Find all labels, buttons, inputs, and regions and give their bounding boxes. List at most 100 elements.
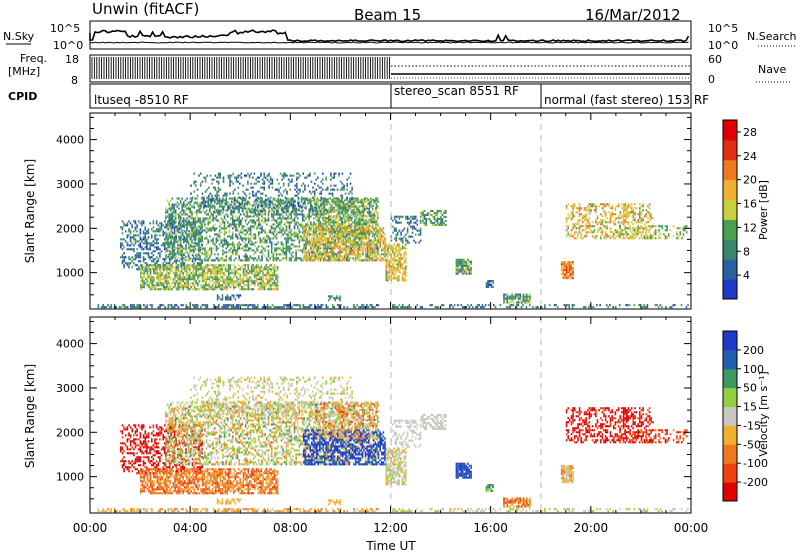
range-gate-cell bbox=[144, 232, 147, 235]
range-gate-cell bbox=[330, 230, 332, 233]
range-gate-cell bbox=[277, 253, 279, 256]
range-gate-cell bbox=[254, 280, 256, 283]
range-gate-cell bbox=[263, 288, 266, 291]
range-gate-cell bbox=[245, 280, 248, 283]
range-gate-cell bbox=[157, 306, 160, 309]
range-gate-cell bbox=[165, 249, 167, 252]
range-gate-cell bbox=[296, 178, 298, 181]
range-gate-cell bbox=[285, 197, 288, 200]
range-gate-cell bbox=[232, 206, 235, 209]
range-gate-cell bbox=[236, 205, 239, 208]
range-gate-cell bbox=[332, 249, 334, 252]
range-gate-cell bbox=[307, 184, 309, 187]
range-gate-cell bbox=[179, 253, 182, 256]
range-gate-cell bbox=[298, 231, 301, 234]
range-gate-cell bbox=[366, 243, 368, 246]
range-gate-cell bbox=[200, 231, 203, 234]
range-gate-cell bbox=[351, 253, 354, 256]
range-gate-cell bbox=[330, 251, 333, 254]
range-gate-cell bbox=[175, 260, 177, 263]
range-gate-cell bbox=[197, 270, 199, 273]
range-gate-cell bbox=[214, 233, 216, 236]
range-gate-cell bbox=[345, 257, 348, 260]
range-gate-cell bbox=[299, 306, 301, 309]
range-gate-cell bbox=[220, 241, 223, 244]
range-gate-cell bbox=[306, 199, 309, 202]
range-gate-cell bbox=[352, 208, 355, 211]
range-gate-cell bbox=[247, 272, 250, 275]
range-gate-cell bbox=[249, 247, 252, 250]
range-gate-cell bbox=[175, 270, 178, 273]
range-gate-cell bbox=[323, 202, 326, 205]
range-gate-cell bbox=[230, 225, 232, 228]
range-gate-cell bbox=[234, 282, 237, 285]
range-gate-cell bbox=[295, 223, 297, 226]
range-gate-cell bbox=[297, 208, 300, 211]
range-gate-cell bbox=[160, 226, 163, 229]
range-gate-cell bbox=[377, 239, 380, 242]
range-gate-cell bbox=[376, 229, 378, 232]
range-gate-cell bbox=[241, 207, 244, 210]
range-gate-cell bbox=[318, 241, 320, 244]
range-gate-cell bbox=[216, 274, 219, 277]
range-gate-cell bbox=[184, 251, 187, 254]
range-gate-cell bbox=[232, 268, 235, 271]
range-gate-cell bbox=[214, 205, 216, 208]
range-gate-cell bbox=[233, 247, 236, 250]
range-gate-cell bbox=[294, 208, 296, 211]
range-gate-cell bbox=[339, 229, 341, 232]
range-gate-cell bbox=[169, 304, 171, 307]
range-gate-cell bbox=[241, 259, 244, 262]
range-gate-cell bbox=[143, 280, 145, 283]
range-gate-cell bbox=[166, 270, 168, 273]
range-gate-cell bbox=[222, 205, 224, 208]
range-gate-cell bbox=[285, 213, 288, 216]
range-gate-cell bbox=[210, 249, 213, 252]
range-gate-cell bbox=[384, 241, 386, 244]
range-gate-cell bbox=[171, 203, 174, 206]
range-gate-cell bbox=[217, 219, 219, 222]
range-gate-cell bbox=[219, 270, 222, 273]
range-gate-cell bbox=[239, 196, 241, 199]
range-gate-cell bbox=[164, 242, 166, 245]
range-gate-cell bbox=[154, 238, 156, 241]
range-gate-cell bbox=[314, 201, 317, 204]
range-gate-cell bbox=[170, 222, 173, 225]
range-gate-cell bbox=[338, 304, 340, 307]
range-gate-cell bbox=[271, 284, 274, 287]
range-gate-cell bbox=[257, 264, 259, 267]
range-gate-cell bbox=[211, 194, 213, 197]
range-gate-cell bbox=[287, 197, 289, 200]
range-gate-cell bbox=[233, 225, 236, 228]
range-gate-cell bbox=[142, 260, 145, 263]
range-gate-cell bbox=[341, 172, 344, 175]
range-gate-cell bbox=[246, 215, 249, 218]
range-gate-cell bbox=[200, 272, 202, 275]
range-gate-cell bbox=[138, 220, 140, 223]
range-gate-cell bbox=[209, 211, 211, 214]
range-gate-cell bbox=[210, 274, 212, 277]
range-gate-cell bbox=[204, 251, 206, 254]
range-gate-cell bbox=[321, 222, 324, 225]
range-gate-cell bbox=[331, 247, 333, 250]
range-gate-cell bbox=[279, 186, 282, 189]
range-gate-cell bbox=[210, 270, 212, 273]
range-gate-cell bbox=[338, 174, 340, 177]
range-gate-cell bbox=[334, 202, 337, 205]
range-gate-cell bbox=[171, 225, 174, 228]
range-gate-cell bbox=[222, 249, 224, 252]
range-gate-cell bbox=[204, 229, 206, 232]
range-gate-cell bbox=[202, 217, 205, 220]
range-gate-cell bbox=[183, 205, 185, 208]
range-gate-cell bbox=[368, 255, 370, 258]
range-gate-cell bbox=[372, 241, 375, 244]
range-gate-cell bbox=[151, 304, 153, 307]
range-gate-cell bbox=[143, 276, 145, 279]
range-gate-cell bbox=[197, 217, 200, 220]
range-gate-cell bbox=[290, 259, 293, 262]
range-gate-cell bbox=[240, 229, 242, 232]
range-gate-cell bbox=[279, 221, 281, 224]
range-gate-cell bbox=[308, 253, 310, 256]
range-gate-cell bbox=[261, 199, 263, 202]
range-gate-cell bbox=[301, 209, 304, 212]
